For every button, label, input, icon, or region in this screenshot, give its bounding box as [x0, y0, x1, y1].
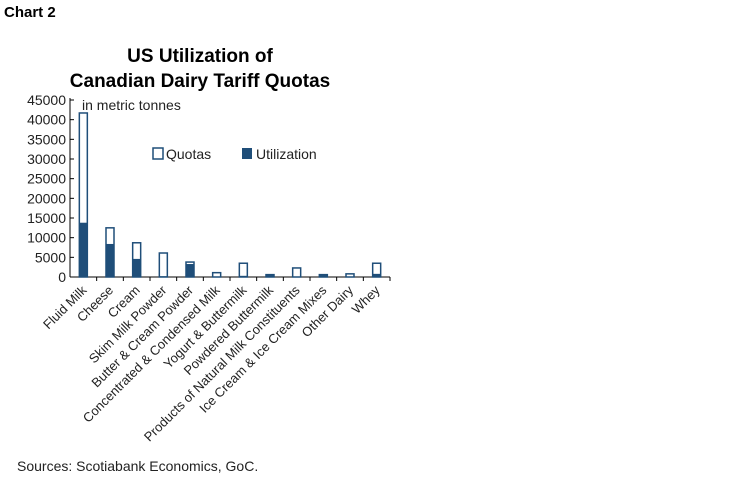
y-axis-label: in metric tonnes [82, 97, 181, 113]
y-tick-label: 10000 [27, 230, 66, 246]
bar-quotas [291, 267, 302, 278]
y-tick-label: 15000 [27, 210, 66, 226]
x-tick-label: Whey [349, 282, 383, 316]
y-tick-label: 30000 [27, 151, 66, 167]
bar-quotas [158, 252, 169, 278]
bar-utilization [106, 243, 114, 277]
bar-utilization [372, 273, 381, 277]
bar-quotas [238, 262, 249, 278]
source-note: Sources: Scotiabank Economics, GoC. [17, 458, 259, 474]
bar-utilization [239, 275, 248, 277]
bar-quotas [345, 273, 355, 278]
legend-label-utilization: Utilization [256, 146, 317, 162]
y-tick-label: 25000 [27, 171, 66, 187]
y-tick-label: 35000 [27, 131, 66, 147]
bar-utilization [79, 222, 88, 277]
chart-label: Chart 2 [4, 4, 56, 21]
y-tick-label: 5000 [35, 249, 66, 265]
legend-label-quotas: Quotas [166, 146, 211, 162]
bar-utilization [132, 258, 141, 277]
bar-utilization [319, 275, 328, 277]
legend-swatch-utilization [242, 148, 252, 159]
y-tick-label: 0 [58, 269, 66, 285]
bar-utilization [186, 264, 194, 277]
y-tick-label: 45000 [27, 92, 66, 108]
legend-swatch-quotas [152, 147, 164, 160]
bar-utilization [159, 276, 168, 277]
chart-title: US Utilization of [127, 46, 273, 67]
bar-quotas [211, 271, 222, 278]
y-tick-label: 40000 [27, 112, 66, 128]
bar-utilization [266, 275, 274, 277]
y-tick-label: 20000 [27, 190, 66, 206]
chart-title: Canadian Dairy Tariff Quotas [70, 71, 330, 92]
